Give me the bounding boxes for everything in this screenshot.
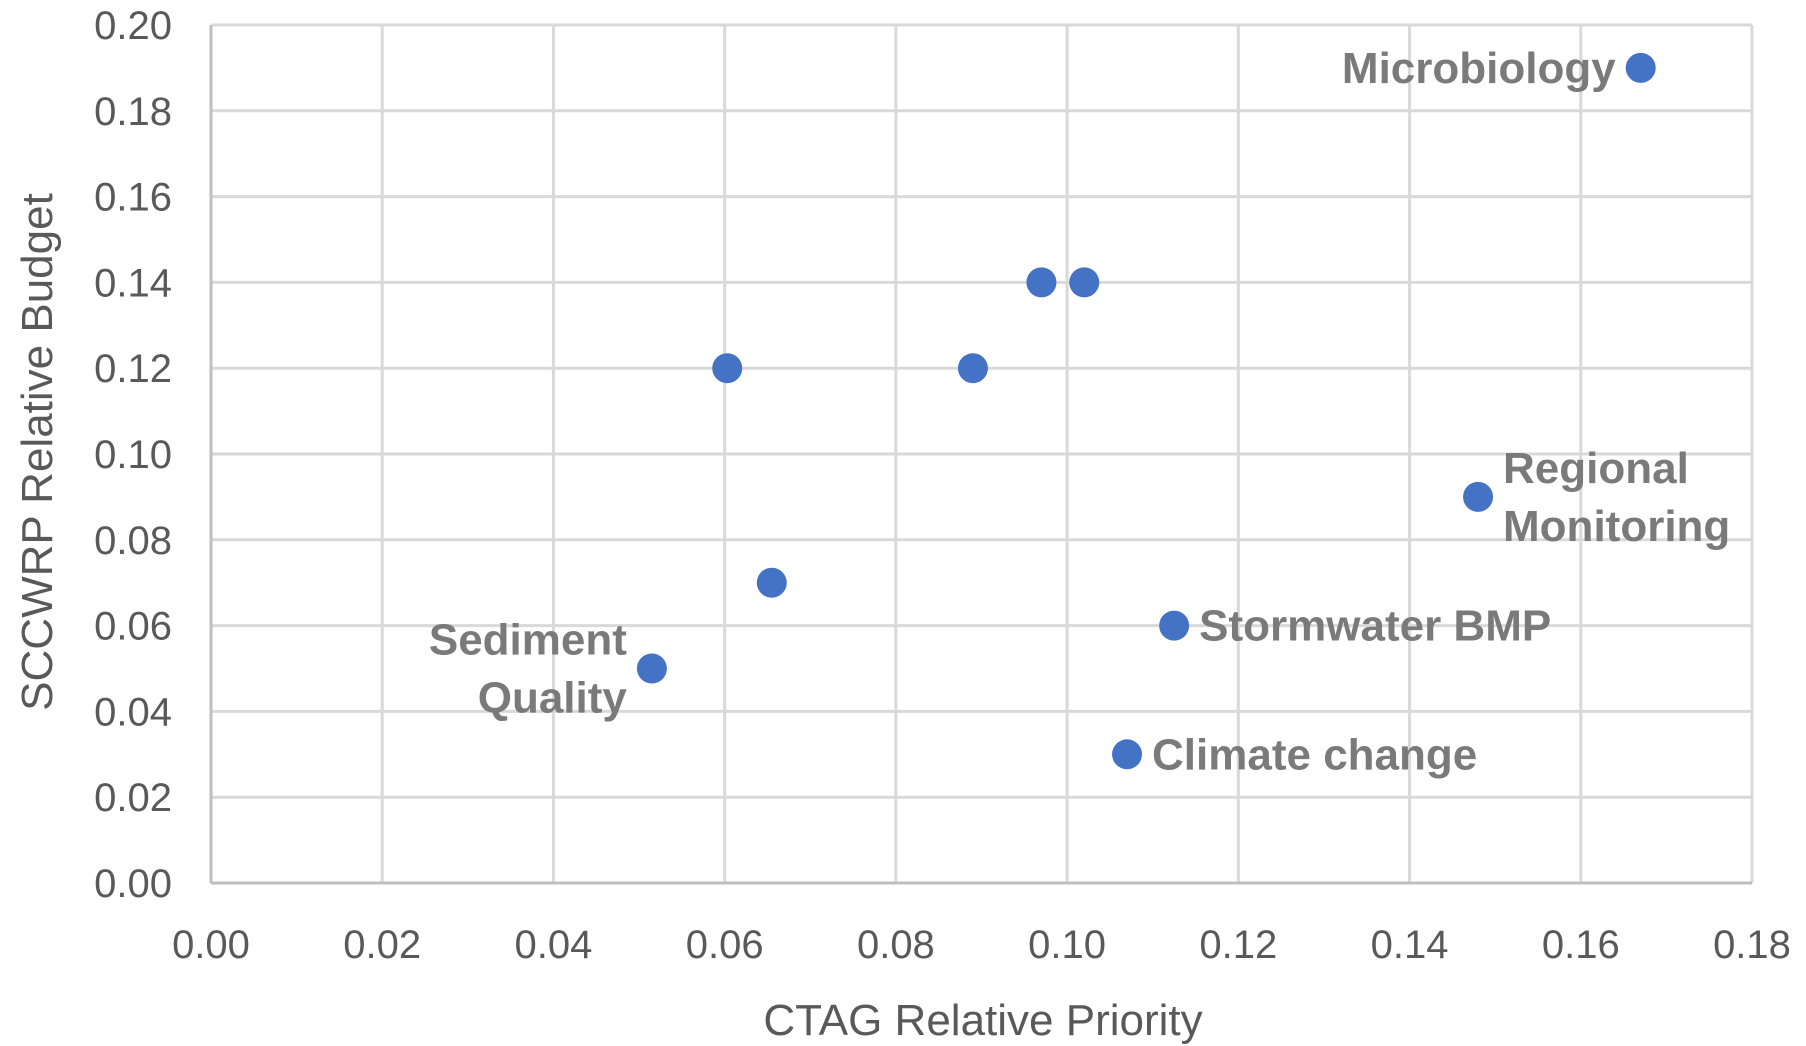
y-tick-label: 0.00 bbox=[94, 862, 172, 906]
x-tick-label: 0.02 bbox=[343, 923, 421, 967]
x-tick-label: 0.10 bbox=[1028, 923, 1106, 967]
data-point bbox=[1026, 267, 1057, 298]
x-tick-label: 0.08 bbox=[857, 923, 935, 967]
y-tick-label: 0.18 bbox=[94, 90, 172, 134]
axes: 0.00 0.02 0.04 0.06 0.08 0.10 0.12 0.14 0.16 0.18… bbox=[94, 4, 1791, 967]
point-label: Monitoring bbox=[1503, 502, 1730, 551]
y-axis-title: SCCWRP Relative Budget bbox=[13, 193, 62, 711]
x-axis-title: CTAG Relative Priority bbox=[763, 996, 1202, 1045]
data-point bbox=[756, 567, 787, 598]
point-label: Microbiology bbox=[1342, 44, 1616, 93]
point-label: Climate change bbox=[1152, 730, 1477, 779]
y-tick-label: 0.12 bbox=[94, 347, 172, 391]
point-label: Quality bbox=[478, 674, 628, 723]
x-tick-label: 0.06 bbox=[686, 923, 764, 967]
data-point bbox=[1112, 739, 1143, 770]
x-tick-label: 0.00 bbox=[172, 923, 250, 967]
data-point bbox=[957, 353, 988, 384]
data-point bbox=[1159, 610, 1190, 641]
y-tick-label: 0.02 bbox=[94, 776, 172, 820]
x-tick-label: 0.12 bbox=[1199, 923, 1277, 967]
y-tick-label: 0.16 bbox=[94, 176, 172, 220]
data-points bbox=[636, 52, 1656, 770]
y-tick-label: 0.06 bbox=[94, 605, 172, 649]
x-tick-label: 0.18 bbox=[1713, 923, 1791, 967]
data-point bbox=[1463, 481, 1494, 512]
data-point bbox=[1625, 52, 1656, 83]
grid bbox=[211, 23, 1754, 883]
y-tick-label: 0.20 bbox=[94, 4, 172, 48]
x-tick-label: 0.04 bbox=[515, 923, 593, 967]
y-tick-label: 0.14 bbox=[94, 261, 172, 305]
data-point bbox=[636, 653, 667, 684]
y-tick-label: 0.10 bbox=[94, 433, 172, 477]
point-label: Regional bbox=[1503, 444, 1689, 493]
y-tick-label: 0.08 bbox=[94, 519, 172, 563]
point-labels: Microbiology Regional Monitoring Stormwater… bbox=[429, 44, 1730, 779]
data-point bbox=[1069, 267, 1100, 298]
data-point bbox=[712, 353, 743, 384]
x-tick-label: 0.16 bbox=[1542, 923, 1620, 967]
y-tick-label: 0.04 bbox=[94, 690, 172, 734]
x-tick-label: 0.14 bbox=[1371, 923, 1449, 967]
point-label: Stormwater BMP bbox=[1199, 602, 1551, 651]
point-label: Sediment bbox=[429, 616, 627, 665]
